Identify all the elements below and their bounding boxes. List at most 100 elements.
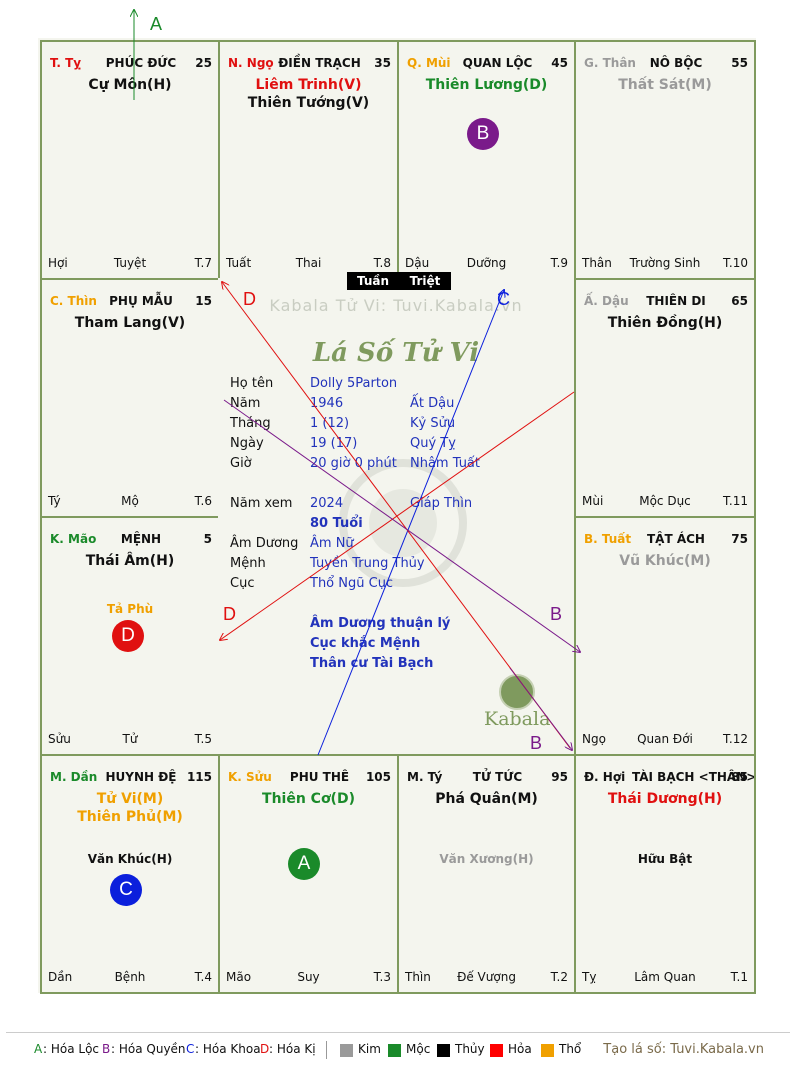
main-stars: Tham Lang(V) <box>42 314 218 332</box>
footer-branch: Thân <box>582 256 612 270</box>
footer-branch: Hợi <box>48 256 68 270</box>
legend-element-label: Kim <box>358 1042 381 1056</box>
palace-header: M. Dần HUYNH ĐỆ 115 <box>50 770 212 786</box>
palace-header: Q. Mùi QUAN LỘC 45 <box>407 56 568 72</box>
main-star: Thiên Đồng(H) <box>607 315 723 331</box>
palace-age: 35 <box>374 56 391 70</box>
main-star: Vũ Khúc(M) <box>619 553 711 569</box>
info-value: 19 (17) <box>310 436 358 451</box>
palace-footer: Dần Bệnh T.4 <box>48 970 212 986</box>
palace-header: N. Ngọ ĐIỀN TRẠCH 35 <box>228 56 391 72</box>
palace-hoi: Đ. Hợi TÀI BẠCH <THÂN> 85 Thái Dương(H) Hữu … <box>574 754 756 994</box>
footer-month: T.2 <box>550 970 568 984</box>
info-label: Giờ <box>230 456 252 471</box>
legend-element-label: Hỏa <box>508 1042 532 1056</box>
footer-stage: Suy <box>297 970 320 984</box>
kabala-logo-icon <box>499 674 535 710</box>
palace-ngo: N. Ngọ ĐIỀN TRẠCH 35 Liêm Trinh(V) Thiên Tướ… <box>218 40 399 280</box>
palace-branch: M. Dần <box>50 770 98 784</box>
kabala-logo-text: Kabala <box>484 708 551 730</box>
palace-name: TÀI BẠCH <THÂN> <box>632 770 756 784</box>
palace-branch: Đ. Hợi <box>584 770 626 784</box>
palace-thin: C. Thìn PHỤ MẪU 15 Tham Lang(V) Tý Mộ T.6 <box>40 278 220 518</box>
triet-marker: Triệt <box>399 272 451 290</box>
watermark-text: Kabala Tử Vi: Tuvi.Kabala.vn <box>269 296 523 315</box>
main-stars: Thất Sát(M) <box>576 76 754 94</box>
footer-month: T.3 <box>373 970 391 984</box>
footer-stage: Thai <box>295 256 322 270</box>
palace-name: QUAN LỘC <box>462 56 533 70</box>
palace-ty-top: T. Tỵ PHÚC ĐỨC 25 Cự Môn(H) Hợi Tuyệt T.7 <box>40 40 220 280</box>
main-star: Cự Môn(H) <box>88 77 172 93</box>
palace-header: Ấ. Dậu THIÊN DI 65 <box>584 294 748 310</box>
main-stars: Thiên Lương(D) <box>399 76 574 94</box>
info-can-chi: Ất Dậu <box>410 396 455 411</box>
main-stars: Phá Quân(M) <box>399 790 574 808</box>
palace-name: HUYNH ĐỆ <box>105 770 177 784</box>
info-value: 20 giờ 0 phút <box>310 456 397 471</box>
legend-color-swatch <box>490 1044 503 1057</box>
info-label: Tháng <box>230 416 271 431</box>
main-stars: Thiên Đồng(H) <box>576 314 754 332</box>
footer-branch: Sửu <box>48 732 71 746</box>
info-value: 1 (12) <box>310 416 350 431</box>
secondary-star: Hữu Bật <box>637 852 693 866</box>
main-stars: Thái Dương(H) <box>576 790 754 808</box>
footer-stage: Mộc Dục <box>639 494 691 508</box>
footer-month: T.12 <box>723 732 748 746</box>
transform-badge-b: B <box>467 118 499 150</box>
footer-month: T.11 <box>723 494 748 508</box>
info-value: Âm Nữ <box>310 536 354 551</box>
legend-element-label: Mộc <box>406 1042 431 1056</box>
info-label: Ngày <box>230 436 264 451</box>
palace-footer: Tý Mộ T.6 <box>48 494 212 510</box>
legend-color-swatch <box>388 1044 401 1057</box>
palace-ty-bottom: M. Tý TỬ TỨC 95 Phá Quân(M) Văn Xương(H) Thìn… <box>397 754 576 994</box>
legend-element-label: Thổ <box>559 1042 582 1056</box>
main-star: Tử Vi(M) <box>96 791 164 807</box>
footer-month: T.9 <box>550 256 568 270</box>
main-star: Thiên Tướng(V) <box>247 95 370 111</box>
palace-footer: Sửu Tử T.5 <box>48 732 212 748</box>
secondary-star: Văn Xương(H) <box>439 852 534 866</box>
palace-branch: Ấ. Dậu <box>584 294 629 308</box>
footer-stage: Tử <box>122 732 138 746</box>
footer-stage: Mộ <box>121 494 139 508</box>
palace-age: 5 <box>203 532 212 546</box>
palace-branch: Q. Mùi <box>407 56 451 70</box>
main-stars: Vũ Khúc(M) <box>576 552 754 570</box>
transform-badge-d: D <box>112 620 144 652</box>
secondary-star: Tả Phù <box>106 602 154 616</box>
palace-footer: Ngọ Quan Đới T.12 <box>582 732 748 748</box>
footer-stage: Bệnh <box>114 970 146 984</box>
main-star: Liêm Trinh(V) <box>255 77 362 93</box>
palace-age: 95 <box>551 770 568 784</box>
footer-month: T.4 <box>194 970 212 984</box>
legend-color-swatch <box>437 1044 450 1057</box>
footer-month: T.5 <box>194 732 212 746</box>
palace-name: PHỤ MẪU <box>109 294 173 308</box>
palace-age: 15 <box>195 294 212 308</box>
palace-branch: T. Tỵ <box>50 56 82 70</box>
footer-branch: Tuất <box>226 256 252 270</box>
center-panel: Kabala Tử Vi: Tuvi.Kabala.vn Lá Số Tử Vi… <box>218 278 574 754</box>
palace-age: 85 <box>731 770 748 784</box>
palace-age: 55 <box>731 56 748 70</box>
palace-branch: C. Thìn <box>50 294 97 308</box>
main-stars: Thiên Cơ(D) <box>220 790 397 808</box>
legend-hoa-key: A <box>34 1042 43 1056</box>
palace-name: ĐIỀN TRẠCH <box>278 56 361 70</box>
footer-branch: Thìn <box>405 970 431 984</box>
credit-text: Tạo lá số: Tuvi.Kabala.vn <box>603 1042 764 1057</box>
palace-header: C. Thìn PHỤ MẪU 15 <box>50 294 212 310</box>
legend-hoa-key: B <box>102 1042 111 1056</box>
legend-divider <box>6 1032 790 1033</box>
palace-name: PHÚC ĐỨC <box>105 56 177 70</box>
info-note: Cục khắc Mệnh <box>310 636 421 651</box>
main-star: Thất Sát(M) <box>618 77 712 93</box>
main-star: Thiên Phủ(M) <box>77 809 183 825</box>
palace-header: G. Thân NÔ BỘC 55 <box>584 56 748 72</box>
main-stars: Liêm Trinh(V) Thiên Tướng(V) <box>220 76 397 112</box>
palace-header: M. Tý TỬ TỨC 95 <box>407 770 568 786</box>
palace-footer: Hợi Tuyệt T.7 <box>48 256 212 272</box>
